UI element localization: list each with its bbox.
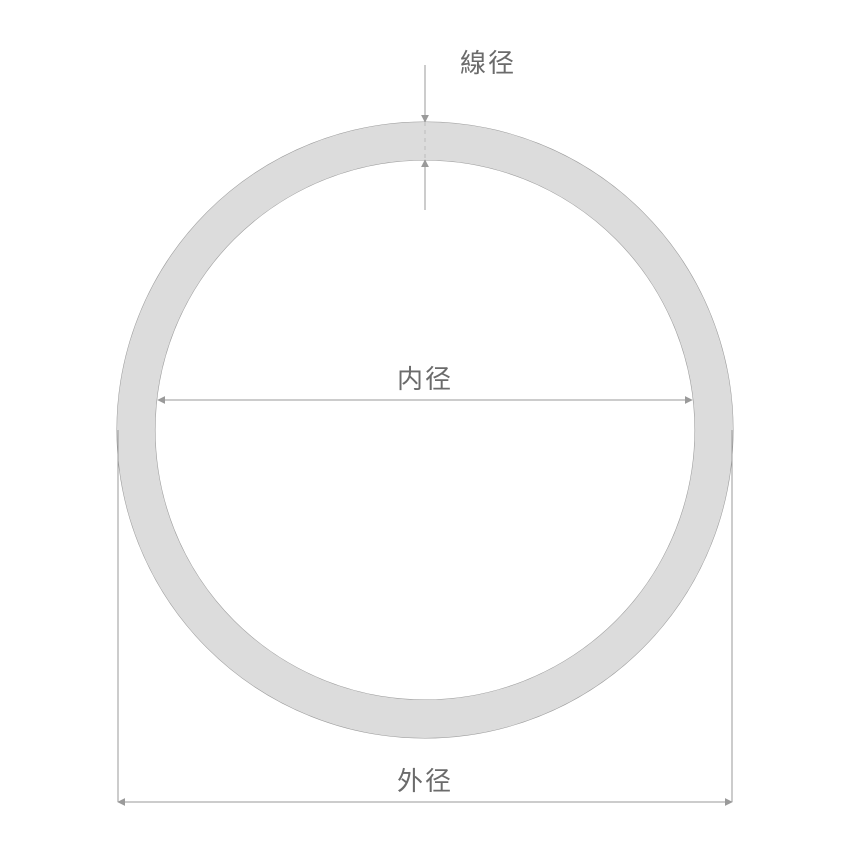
inner-circle [155, 160, 695, 700]
inner-diameter-dimension: 内径 [158, 364, 692, 400]
inner-diameter-label: 内径 [397, 364, 453, 394]
ring-dimension-diagram: 線径 内径 外径 [0, 0, 850, 850]
ring-annulus [117, 122, 733, 738]
ring-shape [117, 122, 733, 738]
wire-diameter-label: 線径 [460, 48, 516, 78]
outer-diameter-label: 外径 [397, 766, 453, 796]
